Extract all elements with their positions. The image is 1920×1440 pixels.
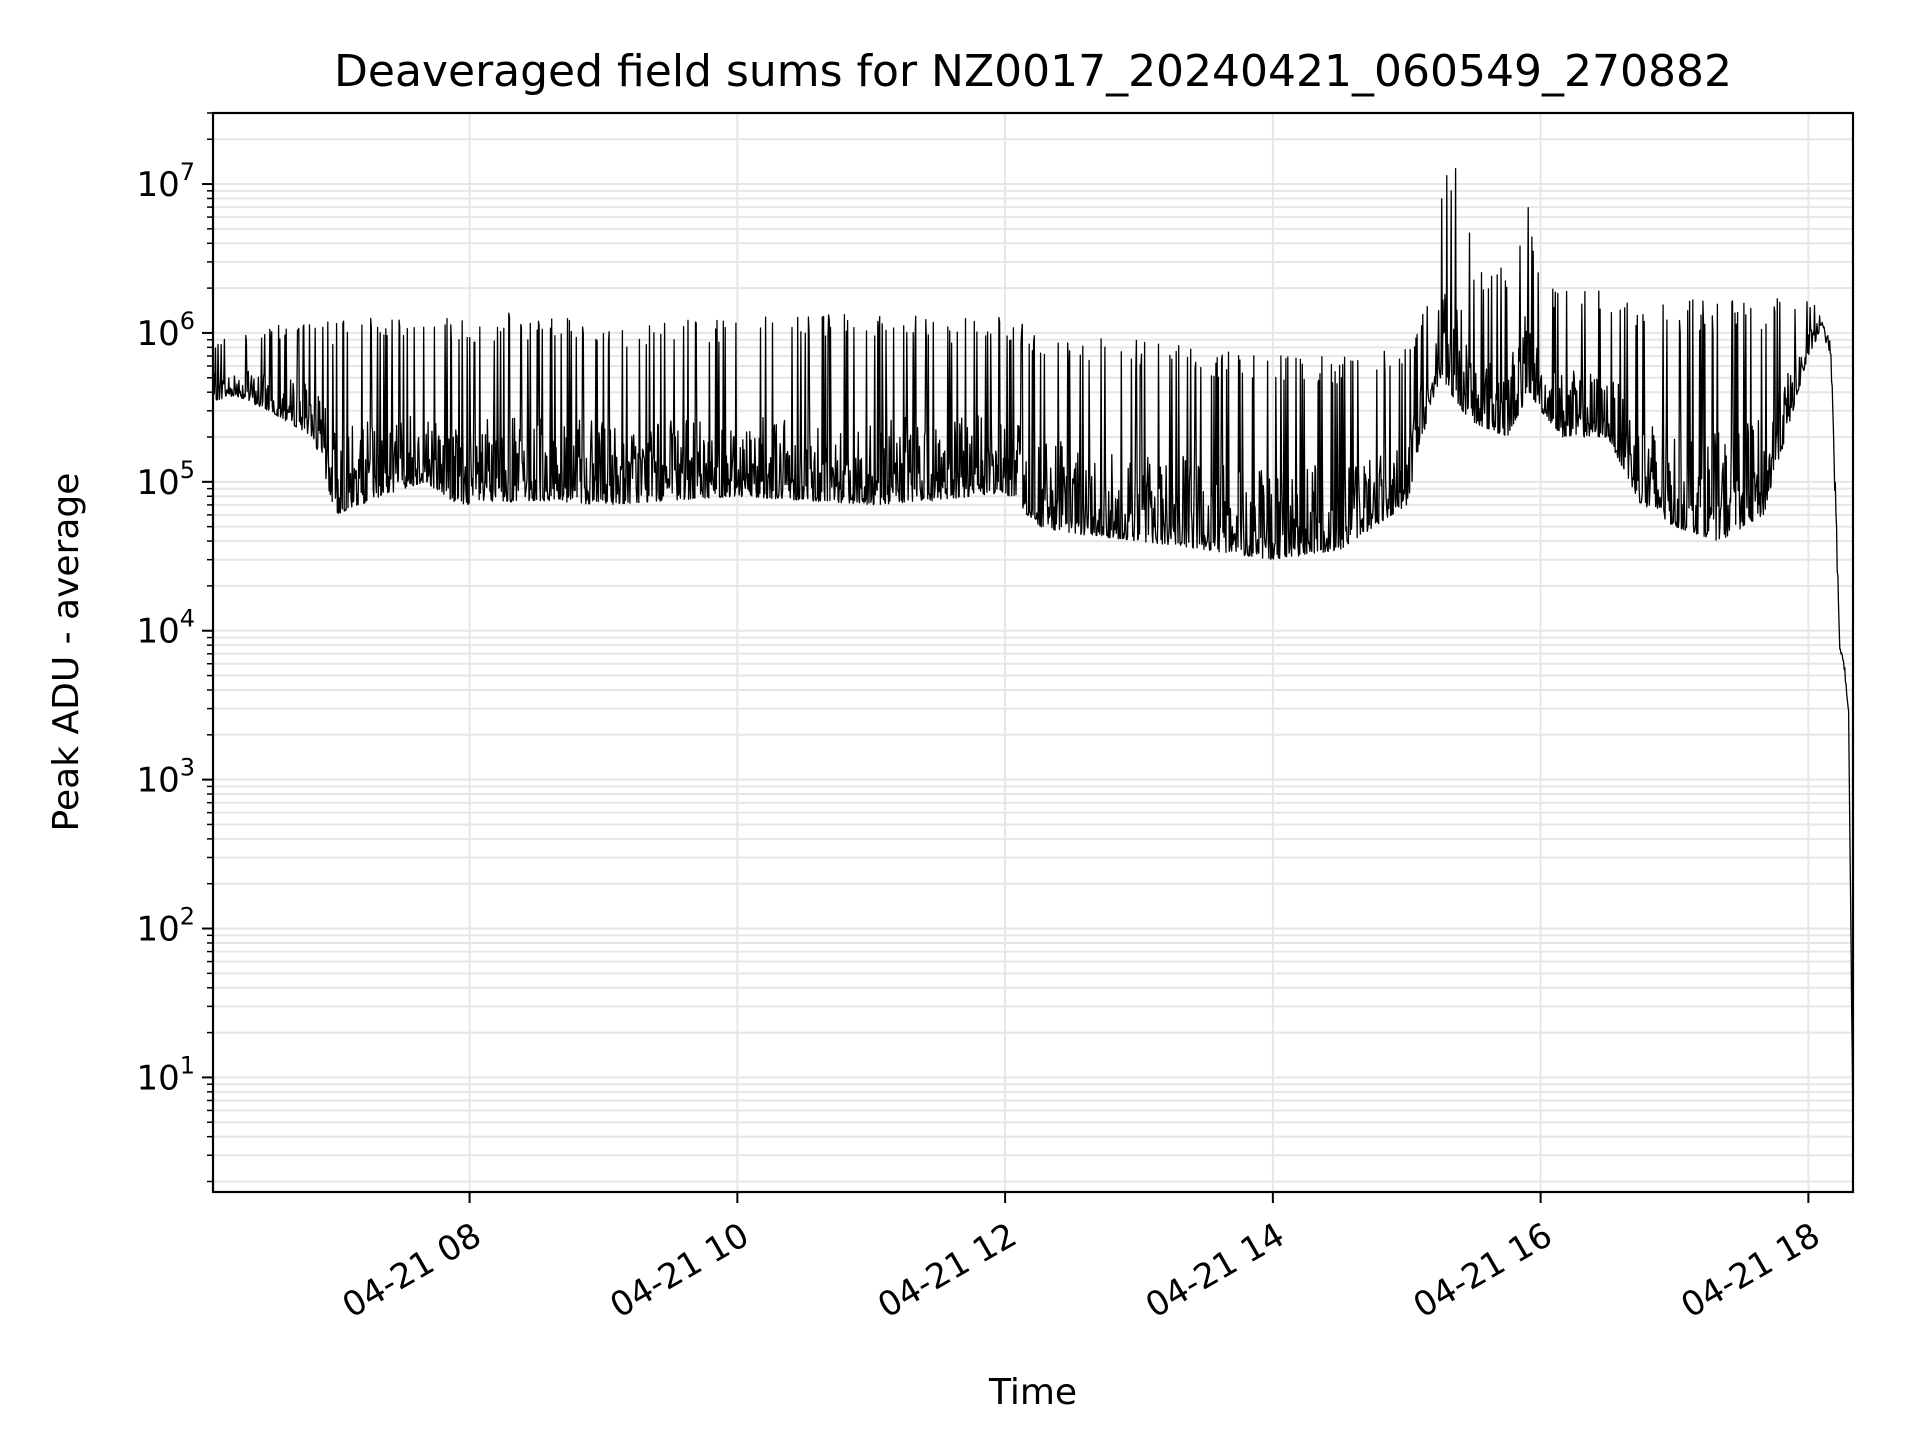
chart-title: Deaveraged field sums for NZ0017_2024042…	[334, 46, 1732, 97]
data-layer	[212, 168, 1854, 1130]
series-line	[212, 168, 1854, 1130]
x-axis-label: Time	[988, 1372, 1077, 1413]
y-tick-label: 101	[136, 1051, 195, 1098]
grid-layer	[213, 112, 1853, 1192]
y-tick-label: 106	[136, 307, 195, 354]
y-axis-label: Peak ADU - average	[46, 473, 87, 832]
plot-frame	[211, 111, 1855, 1194]
y-tick-label: 103	[136, 754, 195, 801]
